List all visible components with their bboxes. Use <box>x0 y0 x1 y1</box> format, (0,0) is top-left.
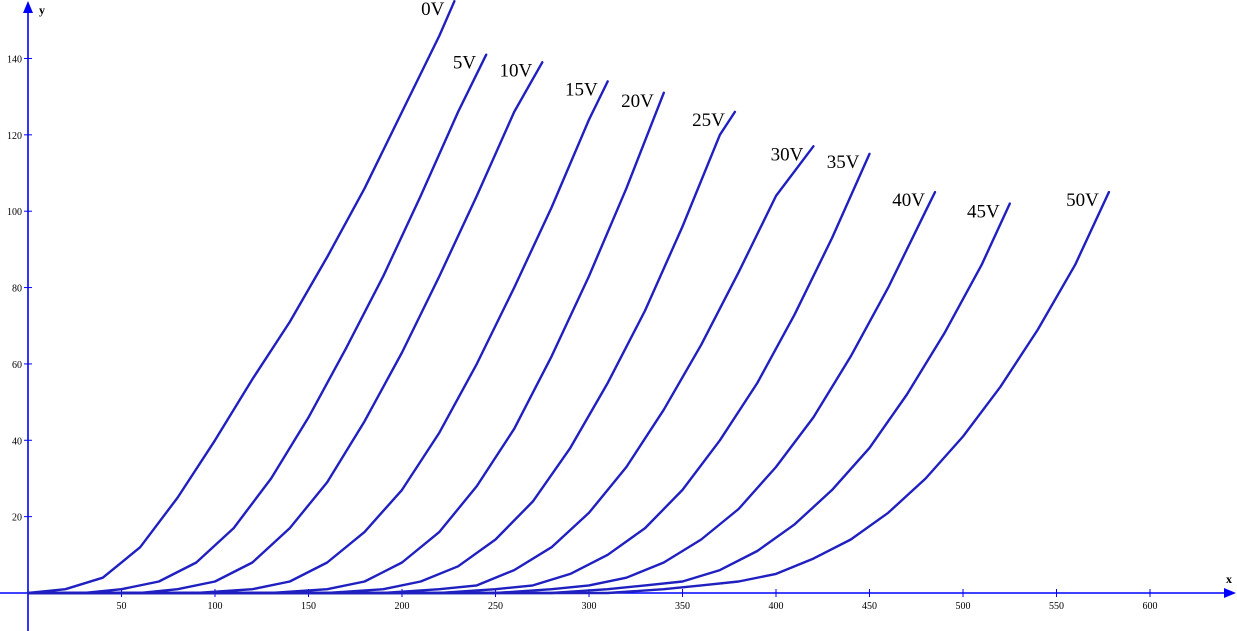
x-tick-label: 350 <box>675 601 690 612</box>
series-line-30v <box>26 145 815 595</box>
series-label-45v: 45V <box>967 202 1000 223</box>
series-line-50v <box>26 190 1111 595</box>
series-line-35v <box>26 152 871 595</box>
y-ticks: 20 40 60 80 100 120 140 <box>7 54 32 524</box>
series-label-15v: 15V <box>565 79 598 100</box>
x-tick-label: 300 <box>582 601 597 612</box>
x-tick-label: 100 <box>208 601 223 612</box>
x-tick-label: 500 <box>956 601 971 612</box>
series-line-45v <box>26 202 1011 595</box>
x-axis-label: x <box>1226 572 1232 586</box>
x-tick-label: 200 <box>395 601 410 612</box>
x-tick-label: 550 <box>1049 601 1064 612</box>
series-line-20v <box>26 91 665 595</box>
series-label-35v: 35V <box>827 152 860 173</box>
x-axis-arrow-icon <box>1224 588 1236 598</box>
series-line-0v <box>26 0 456 595</box>
series-label-5v: 5V <box>453 53 477 74</box>
series-line-25v <box>26 110 737 595</box>
x-tick-label: 250 <box>488 601 503 612</box>
series-line-5v <box>26 53 488 595</box>
x-tick-label: 450 <box>862 601 877 612</box>
x-tick-label: 400 <box>769 601 784 612</box>
series-label-30v: 30V <box>771 144 804 165</box>
series-label-10v: 10V <box>500 60 533 81</box>
series-label-25v: 25V <box>692 110 725 131</box>
y-axis-label: y <box>39 3 45 17</box>
y-tick-label: 20 <box>12 513 22 524</box>
y-tick-label: 80 <box>12 284 22 295</box>
x-tick-label: 600 <box>1143 601 1158 612</box>
series-label-40v: 40V <box>892 190 925 211</box>
series-label-20v: 20V <box>621 91 654 112</box>
series-line-15v <box>26 80 609 595</box>
series-line-10v <box>26 61 544 595</box>
y-axis-arrow-icon <box>23 1 33 13</box>
x-tick-label: 150 <box>301 601 316 612</box>
y-tick-label: 40 <box>12 436 22 447</box>
x-tick-label: 50 <box>117 601 127 612</box>
y-tick-label: 140 <box>7 54 22 65</box>
series-labels: 0V 5V 10V 15V 20V 25V 30V 35V 40V 45V 50V <box>421 0 1099 223</box>
series-line-40v <box>26 190 937 595</box>
series-lines <box>26 0 1111 595</box>
y-tick-label: 120 <box>7 131 22 142</box>
y-tick-label: 100 <box>7 207 22 218</box>
series-label-50v: 50V <box>1066 190 1099 211</box>
series-label-0v: 0V <box>421 0 445 20</box>
y-tick-label: 60 <box>12 360 22 371</box>
